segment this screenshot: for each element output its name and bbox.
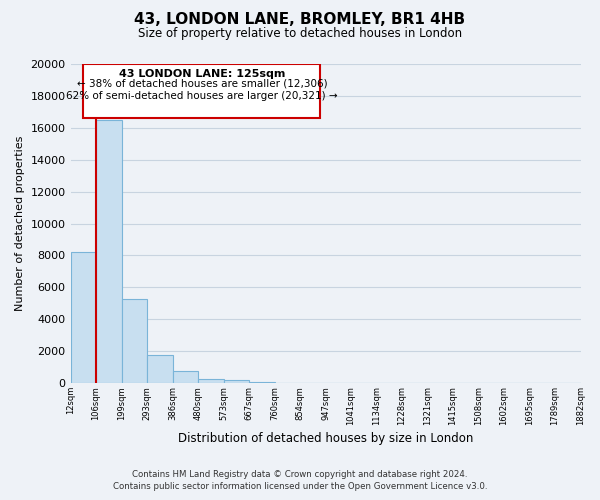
Y-axis label: Number of detached properties: Number of detached properties [15,136,25,312]
X-axis label: Distribution of detached houses by size in London: Distribution of detached houses by size … [178,432,473,445]
FancyBboxPatch shape [83,64,320,118]
Bar [249,382,275,383]
Text: Size of property relative to detached houses in London: Size of property relative to detached ho… [138,28,462,40]
Bar [198,379,224,383]
Bar [173,371,198,383]
Text: 43, LONDON LANE, BROMLEY, BR1 4HB: 43, LONDON LANE, BROMLEY, BR1 4HB [134,12,466,28]
Bar [122,298,147,383]
Bar [224,380,249,383]
Text: 43 LONDON LANE: 125sqm: 43 LONDON LANE: 125sqm [119,69,285,79]
Bar [96,120,122,383]
Bar [147,355,173,383]
Text: ← 38% of detached houses are smaller (12,306): ← 38% of detached houses are smaller (12… [77,78,327,88]
Text: Contains public sector information licensed under the Open Government Licence v3: Contains public sector information licen… [113,482,487,491]
Text: Contains HM Land Registry data © Crown copyright and database right 2024.: Contains HM Land Registry data © Crown c… [132,470,468,479]
Bar [71,252,96,383]
Text: 62% of semi-detached houses are larger (20,321) →: 62% of semi-detached houses are larger (… [66,91,338,101]
